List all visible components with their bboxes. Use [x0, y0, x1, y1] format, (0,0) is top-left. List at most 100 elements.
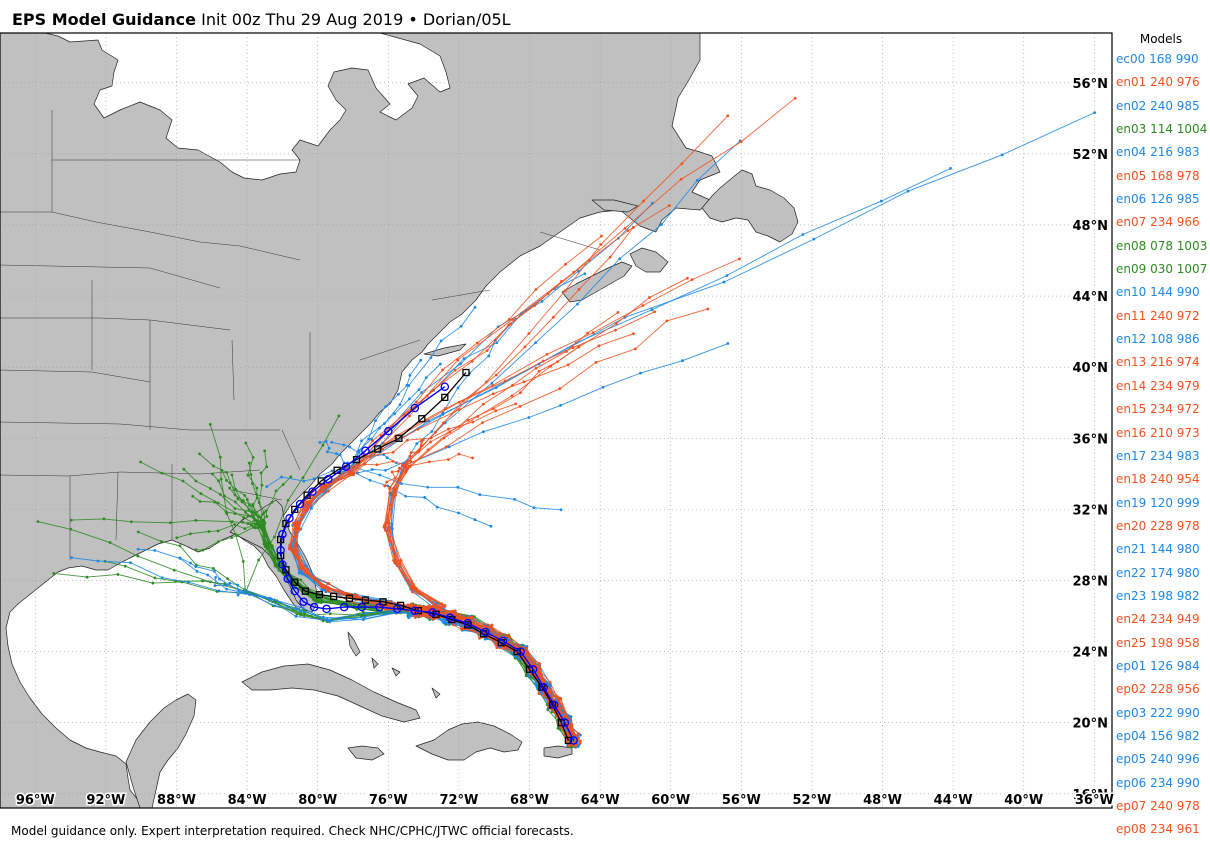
mean-track — [276, 382, 578, 745]
legend-item: en15 234 972 — [1116, 402, 1200, 417]
land-long-island — [423, 343, 467, 357]
mean-point — [498, 636, 508, 646]
legend-item: en23 198 982 — [1116, 588, 1200, 603]
lon-label: 52°W — [792, 793, 831, 808]
mean-point — [560, 718, 570, 727]
lat-label: 52°N — [1073, 148, 1108, 163]
land-jamaica — [347, 745, 385, 761]
land-anticosti — [591, 199, 639, 213]
land-newfoundland — [701, 169, 799, 243]
control-point — [291, 505, 299, 514]
lon-label: 76°W — [369, 793, 408, 808]
land-puerto-rico — [543, 745, 573, 759]
legend-item: en07 234 966 — [1116, 215, 1200, 230]
land-north-america — [0, 33, 721, 808]
mean-point — [324, 474, 333, 484]
control-point — [564, 736, 573, 745]
mean-point — [392, 604, 402, 614]
mean-point — [285, 514, 294, 523]
lon-label: 72°W — [439, 793, 478, 808]
control-point — [315, 591, 324, 599]
legend-item: en06 126 985 — [1116, 192, 1200, 207]
lat-label: 44°N — [1073, 290, 1108, 305]
legend-item: en10 144 990 — [1116, 285, 1200, 300]
lat-label: 24°N — [1073, 646, 1108, 661]
mean-point — [276, 546, 285, 555]
legend-item: en17 234 983 — [1116, 448, 1200, 463]
legend-title: Models — [1139, 32, 1183, 46]
legend-item: en18 240 954 — [1116, 472, 1200, 487]
mean-point — [361, 446, 370, 455]
legend-item: ep05 240 996 — [1116, 752, 1200, 767]
mean-point — [410, 403, 420, 413]
control-point — [441, 393, 449, 402]
mean-point — [463, 618, 472, 628]
mean-point — [375, 602, 384, 612]
lon-label: 44°W — [934, 793, 973, 808]
legend-item: en05 168 978 — [1116, 168, 1200, 183]
title-rest: Init 00z Thu 29 Aug 2019 • Dorian/05L — [196, 10, 511, 29]
legend-item: ep03 222 990 — [1116, 705, 1200, 720]
title-bold: EPS Model Guidance — [12, 10, 197, 29]
lon-label: 40°W — [1004, 793, 1043, 808]
control-point — [276, 535, 285, 544]
lon-label: 68°W — [510, 793, 549, 808]
chart-title: EPS Model Guidance Init 00z Thu 29 Aug 2… — [12, 10, 511, 29]
lon-label: 96°W — [16, 793, 55, 808]
legend-item: en25 198 958 — [1116, 635, 1200, 650]
legend-item: en04 216 983 — [1116, 145, 1200, 160]
legend-item: ep08 234 961 — [1116, 822, 1200, 837]
mean-point — [384, 426, 393, 436]
control-point — [395, 434, 403, 442]
mean-point — [322, 604, 331, 614]
land-nova-scotia — [561, 261, 633, 303]
mean-point — [428, 608, 437, 617]
lon-label: 60°W — [651, 793, 690, 808]
legend-item: en21 144 980 — [1116, 542, 1200, 557]
legend-item: en11 240 972 — [1116, 308, 1200, 323]
mean-point — [278, 560, 287, 569]
lon-label: 92°W — [86, 793, 125, 808]
mean-point — [339, 602, 349, 612]
mean-point — [309, 602, 319, 612]
lon-labels: 96°W 92°W 88°W 84°W 80°W 76°W 72°W 68°W 64°W 60°W… — [14, 792, 1115, 810]
lon-label: 80°W — [298, 793, 337, 808]
control-point — [462, 368, 470, 377]
control-point — [301, 587, 310, 595]
legend-item: en22 174 980 — [1116, 565, 1200, 580]
mean-point — [341, 462, 351, 471]
lat-label: 56°N — [1073, 77, 1108, 92]
mean-point — [308, 487, 317, 496]
legend-item: ep02 228 956 — [1116, 682, 1200, 697]
lat-label: 36°N — [1073, 432, 1108, 447]
mean-point — [357, 602, 367, 612]
disclaimer: Model guidance only. Expert interpretati… — [11, 824, 574, 838]
mean-point — [516, 647, 525, 656]
lon-label: 88°W — [157, 793, 196, 808]
legend-item: ep06 234 990 — [1116, 775, 1200, 790]
mean-point — [528, 665, 538, 674]
lat-label: 20°N — [1073, 717, 1108, 732]
lat-label: 40°N — [1073, 361, 1108, 376]
mean-point — [295, 499, 305, 509]
legend-item: en19 120 999 — [1116, 495, 1200, 510]
lat-label: 48°N — [1073, 219, 1108, 234]
mean-point — [410, 606, 420, 615]
land-hispaniola — [415, 721, 523, 761]
control-point — [418, 415, 426, 423]
legend-item: en13 216 974 — [1116, 355, 1200, 370]
state-boundaries — [0, 110, 601, 560]
lon-label: 48°W — [863, 793, 902, 808]
legend-item: ep07 240 978 — [1116, 799, 1200, 813]
mean-point — [569, 736, 578, 745]
lon-label: 84°W — [228, 793, 267, 808]
land-yucatan — [125, 693, 197, 808]
legend-item: en12 108 986 — [1116, 332, 1200, 347]
lat-label: 28°N — [1073, 574, 1108, 589]
lat-label: 32°N — [1073, 503, 1108, 518]
mean-point — [290, 586, 300, 596]
mean-point — [539, 682, 548, 692]
land-cuba — [241, 663, 421, 723]
lon-label: 64°W — [581, 793, 620, 808]
lat-label: 16°N — [1073, 788, 1108, 803]
